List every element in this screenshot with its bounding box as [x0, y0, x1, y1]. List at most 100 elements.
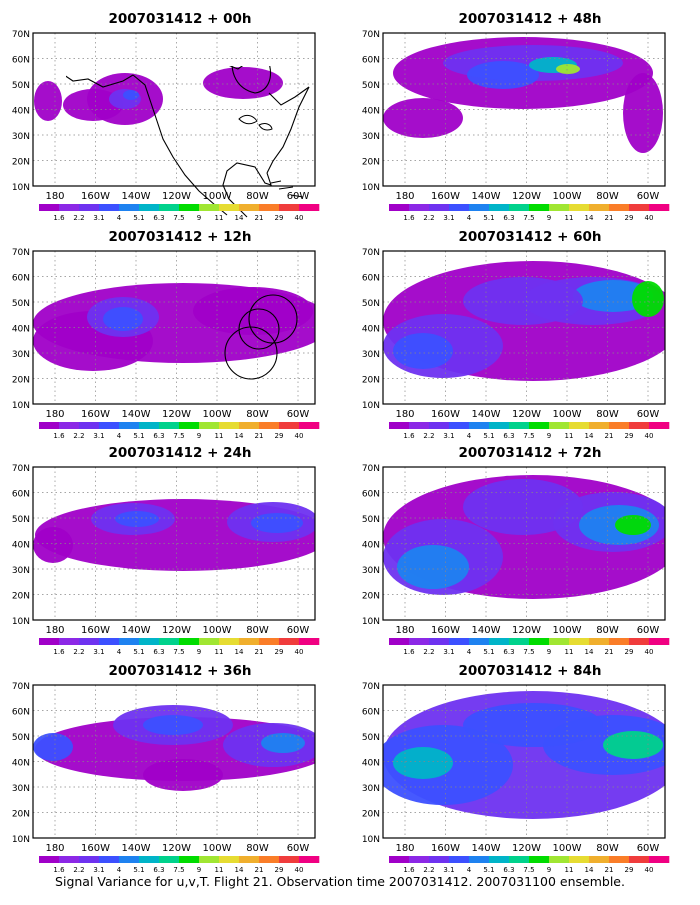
- colorbar-swatch: [429, 422, 450, 429]
- colorbar-swatch: [589, 204, 610, 211]
- lat-tick-label: 10N: [12, 617, 30, 627]
- map-frame: [32, 684, 316, 839]
- lat-tick-label: 10N: [362, 401, 380, 411]
- colorbar-swatch: [469, 204, 490, 211]
- colorbar-label: 14: [235, 432, 244, 440]
- colorbar-swatch: [649, 856, 670, 863]
- colorbar-swatch: [299, 422, 320, 429]
- colorbar-swatch: [179, 856, 200, 863]
- lat-tick-label: 40N: [12, 107, 30, 117]
- lat-tick-label: 40N: [12, 541, 30, 551]
- colorbar-swatch: [239, 638, 260, 645]
- colorbar-swatch: [449, 638, 470, 645]
- map-panel-2: 2007031412 + 48h 10N 20N 30N 40N 50N 60N 70N 180…: [362, 11, 670, 222]
- colorbar-swatch: [609, 638, 630, 645]
- colorbar-label: 6.3: [503, 866, 514, 874]
- lat-tick-label: 20N: [362, 592, 380, 602]
- lat-tick-label: 20N: [362, 810, 380, 820]
- colorbar-swatch: [239, 204, 260, 211]
- lat-tick-label: 40N: [362, 325, 380, 335]
- map-panel-8: 2007031412 + 84h 10N 20N 30N 40N 50N 60N 70N 180…: [362, 663, 670, 874]
- colorbar-label: 6.3: [503, 214, 514, 222]
- colorbar-label: 3.1: [93, 866, 104, 874]
- colorbar-label: 7.5: [523, 214, 534, 222]
- colorbar-swatch: [649, 422, 670, 429]
- colorbar-label: 4: [467, 214, 472, 222]
- colorbar-label: 9: [547, 648, 551, 656]
- colorbar-label: 4: [117, 432, 122, 440]
- lat-tick-label: 10N: [362, 183, 380, 193]
- colorbar-label: 2.2: [423, 214, 434, 222]
- lon-tick-label: 160W: [81, 625, 110, 636]
- colorbar-label: 14: [235, 648, 244, 656]
- colorbar-label: 11: [215, 432, 224, 440]
- colorbar-swatch: [259, 638, 280, 645]
- colorbar-label: 29: [625, 432, 634, 440]
- colorbar-label: 9: [197, 648, 201, 656]
- colorbar-swatch: [589, 856, 610, 863]
- colorbar: 1.6 2.2 3.1 4 5.1 6.3 7.5 9 11 14 21 29 40: [389, 856, 670, 874]
- colorbar-swatch: [389, 422, 410, 429]
- map-frame: [32, 250, 316, 405]
- colorbar-swatch: [489, 638, 510, 645]
- colorbar-swatch: [179, 204, 200, 211]
- colorbar-swatch: [629, 638, 650, 645]
- colorbar-swatch: [299, 204, 320, 211]
- lon-tick-label: 180: [45, 191, 64, 202]
- colorbar-swatch: [469, 856, 490, 863]
- lat-tick-label: 30N: [362, 566, 380, 576]
- colorbar-label: 1.6: [403, 432, 415, 440]
- colorbar-label: 1.6: [53, 214, 65, 222]
- colorbar-label: 6.3: [153, 648, 164, 656]
- variance-shading: [383, 261, 665, 381]
- gridlines: [33, 467, 315, 620]
- lat-tick-label: 40N: [362, 541, 380, 551]
- panel-title: 2007031412 + 12h: [108, 229, 251, 245]
- colorbar-swatch: [139, 638, 160, 645]
- colorbar-label: 2.2: [423, 648, 434, 656]
- colorbar-label: 40: [645, 214, 654, 222]
- colorbar-swatch: [549, 204, 570, 211]
- lat-tick-label: 10N: [362, 835, 380, 845]
- lat-tick-label: 30N: [12, 132, 30, 142]
- lon-tick-label: 180: [395, 625, 414, 636]
- colorbar-swatch: [609, 856, 630, 863]
- colorbar-swatch: [529, 856, 550, 863]
- map-panel-4: 2007031412 + 60h 10N 20N 30N 40N 50N 60N 70N 180…: [362, 229, 670, 440]
- colorbar-swatch: [179, 638, 200, 645]
- colorbar-swatch: [389, 638, 410, 645]
- lon-tick-label: 80W: [596, 843, 619, 854]
- colorbar-label: 2.2: [73, 866, 84, 874]
- lon-tick-label: 80W: [246, 191, 269, 202]
- lon-tick-label: 160W: [81, 191, 110, 202]
- lon-tick-label: 60W: [637, 625, 660, 636]
- colorbar: 1.6 2.2 3.1 4 5.1 6.3 7.5 9 11 14 21 29 40: [39, 204, 320, 222]
- colorbar-swatch: [119, 856, 140, 863]
- variance-shading: [383, 475, 665, 599]
- colorbar-swatch: [79, 856, 100, 863]
- colorbar-swatch: [239, 422, 260, 429]
- colorbar-swatch: [279, 638, 300, 645]
- lon-tick-label: 160W: [431, 625, 460, 636]
- lon-tick-label: 100W: [553, 409, 582, 420]
- colorbar-label: 14: [585, 432, 594, 440]
- colorbar-swatch: [199, 422, 220, 429]
- lat-tick-label: 30N: [362, 132, 380, 142]
- lon-tick-label: 60W: [287, 843, 310, 854]
- colorbar-label: 2.2: [423, 866, 434, 874]
- lat-tick-label: 60N: [362, 708, 380, 718]
- colorbar-label: 6.3: [503, 648, 514, 656]
- colorbar-swatch: [239, 856, 260, 863]
- lon-tick-label: 120W: [162, 625, 191, 636]
- colorbar-label: 11: [565, 432, 574, 440]
- lat-tick-label: 50N: [362, 733, 380, 743]
- colorbar-label: 5.1: [133, 648, 144, 656]
- colorbar-swatch: [159, 204, 180, 211]
- colorbar-label: 29: [625, 648, 634, 656]
- colorbar-swatch: [649, 638, 670, 645]
- colorbar-swatch: [219, 638, 240, 645]
- colorbar-swatch: [99, 204, 120, 211]
- colorbar-label: 40: [295, 432, 304, 440]
- colorbar-swatch: [79, 638, 100, 645]
- colorbar-swatch: [159, 856, 180, 863]
